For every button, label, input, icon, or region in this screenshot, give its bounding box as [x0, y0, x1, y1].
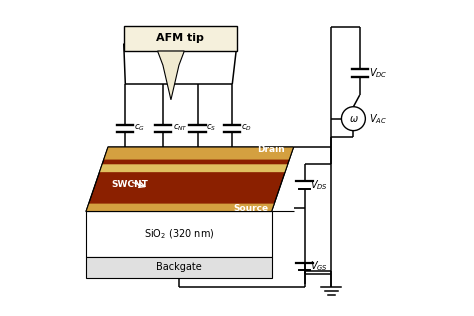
Text: Source: Source	[234, 204, 269, 214]
Bar	[86, 257, 272, 277]
Polygon shape	[86, 147, 293, 211]
Bar	[86, 211, 272, 257]
Polygon shape	[104, 147, 293, 160]
Polygon shape	[100, 164, 288, 172]
Text: $c_S$: $c_S$	[207, 123, 217, 133]
Text: Backgate: Backgate	[156, 262, 201, 272]
Text: $V_{AC}$: $V_{AC}$	[368, 112, 386, 125]
Text: $c_D$: $c_D$	[241, 123, 252, 133]
Text: $V_{DC}$: $V_{DC}$	[368, 66, 387, 80]
Polygon shape	[157, 51, 184, 100]
Text: $c_{NT}$: $c_{NT}$	[173, 123, 187, 133]
Text: $V_{DS}$: $V_{DS}$	[310, 178, 328, 191]
Text: SWCNT: SWCNT	[111, 180, 148, 189]
Text: AFM tip: AFM tip	[156, 33, 204, 43]
Circle shape	[341, 107, 365, 131]
Text: $\mathrm{SiO_2}$ (320 nm): $\mathrm{SiO_2}$ (320 nm)	[144, 228, 214, 241]
Bar	[124, 26, 237, 51]
Text: $V_{GS}$: $V_{GS}$	[310, 260, 328, 273]
Polygon shape	[86, 204, 274, 211]
Text: Drain: Drain	[257, 145, 285, 154]
Text: $\omega$: $\omega$	[348, 114, 358, 124]
Text: $c_G$: $c_G$	[134, 123, 145, 133]
